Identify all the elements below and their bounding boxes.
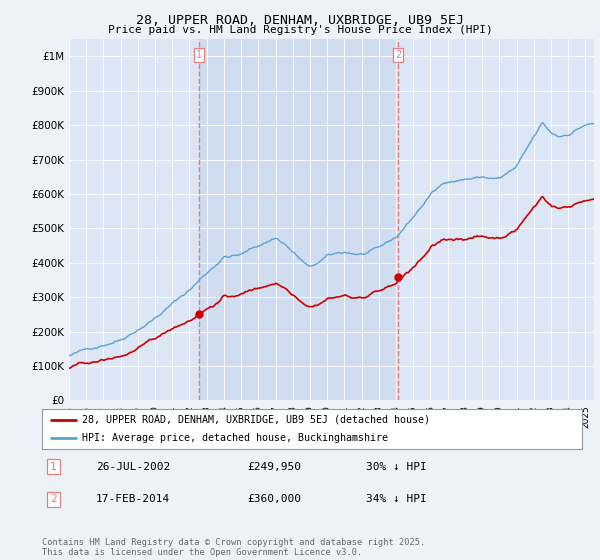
Text: £360,000: £360,000	[247, 494, 301, 505]
Text: 2: 2	[50, 494, 57, 505]
Text: Price paid vs. HM Land Registry's House Price Index (HPI): Price paid vs. HM Land Registry's House …	[107, 25, 493, 35]
Text: HPI: Average price, detached house, Buckinghamshire: HPI: Average price, detached house, Buck…	[83, 433, 389, 443]
Text: 17-FEB-2014: 17-FEB-2014	[96, 494, 170, 505]
Text: £249,950: £249,950	[247, 461, 301, 472]
Text: 1: 1	[196, 50, 202, 60]
Text: 28, UPPER ROAD, DENHAM, UXBRIDGE, UB9 5EJ: 28, UPPER ROAD, DENHAM, UXBRIDGE, UB9 5E…	[136, 14, 464, 27]
Text: 26-JUL-2002: 26-JUL-2002	[96, 461, 170, 472]
Text: 28, UPPER ROAD, DENHAM, UXBRIDGE, UB9 5EJ (detached house): 28, UPPER ROAD, DENHAM, UXBRIDGE, UB9 5E…	[83, 415, 431, 424]
Text: 30% ↓ HPI: 30% ↓ HPI	[366, 461, 427, 472]
Text: 2: 2	[395, 50, 401, 60]
Text: 1: 1	[50, 461, 57, 472]
Bar	[199, 39, 398, 400]
Text: 34% ↓ HPI: 34% ↓ HPI	[366, 494, 427, 505]
Text: Contains HM Land Registry data © Crown copyright and database right 2025.
This d: Contains HM Land Registry data © Crown c…	[42, 538, 425, 557]
